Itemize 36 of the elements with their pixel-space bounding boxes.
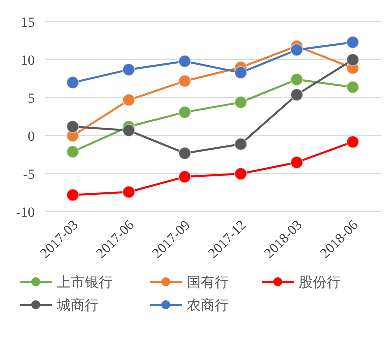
point [122,186,136,199]
point [178,74,192,88]
legend-label: 股份行 [299,275,341,291]
point [178,106,192,119]
y-tick-label: 10 [21,54,35,69]
legend-label: 国有行 [187,275,229,291]
legend-label: 城商行 [56,298,99,314]
point [66,188,80,202]
point [234,138,248,151]
y-tick-label: 0 [28,130,35,145]
point [66,145,80,158]
legend-label: 上市银行 [57,275,113,291]
point [66,76,80,90]
point [122,63,136,76]
point [346,136,360,149]
y-tick-label: 5 [28,92,35,107]
point [234,96,248,110]
point [346,54,360,66]
y-tick-label: -10 [16,206,35,221]
y-tick-label: 15 [21,16,35,31]
point [346,36,360,50]
point [122,94,136,107]
point [234,168,248,180]
point [178,55,192,68]
point [290,156,304,170]
point [178,170,192,184]
point [290,44,304,57]
point [122,124,136,138]
point [66,120,80,134]
point [290,88,304,102]
point [178,146,192,160]
y-tick-label: -5 [23,168,35,183]
point [290,73,304,86]
point [234,66,248,80]
point [346,80,360,94]
legend-label: 农商行 [187,298,229,314]
